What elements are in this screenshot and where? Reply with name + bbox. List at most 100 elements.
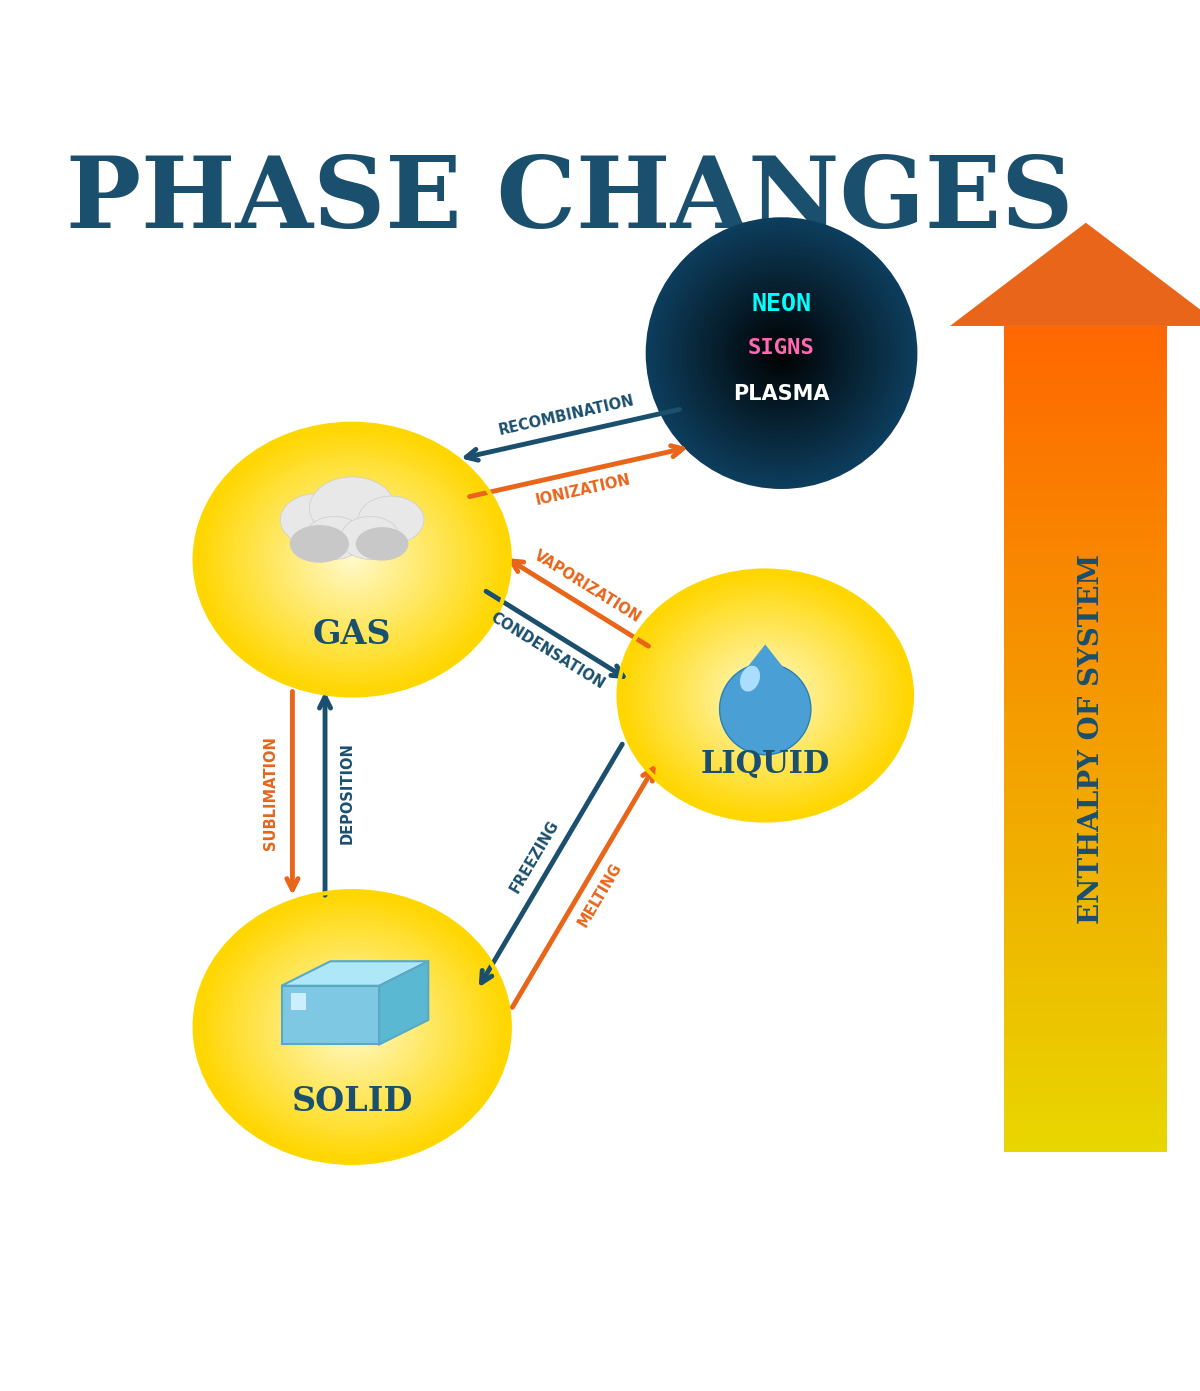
Bar — [1004, 879, 1168, 887]
Ellipse shape — [236, 928, 468, 1127]
Ellipse shape — [278, 964, 426, 1091]
Bar — [1004, 392, 1168, 401]
Bar — [1004, 441, 1168, 449]
Ellipse shape — [331, 541, 373, 577]
Bar — [1004, 351, 1168, 359]
Bar — [1004, 516, 1168, 524]
Ellipse shape — [200, 896, 504, 1159]
Bar — [1004, 426, 1168, 434]
Ellipse shape — [342, 551, 362, 569]
Circle shape — [750, 321, 814, 385]
Text: PLASMA: PLASMA — [733, 384, 829, 405]
Polygon shape — [950, 223, 1200, 325]
Ellipse shape — [289, 972, 415, 1081]
Bar — [1004, 359, 1168, 367]
Ellipse shape — [268, 954, 437, 1099]
Ellipse shape — [750, 683, 780, 708]
Bar — [1004, 1070, 1168, 1078]
Bar — [1004, 822, 1168, 830]
Ellipse shape — [284, 968, 420, 1086]
Ellipse shape — [682, 625, 848, 766]
Ellipse shape — [242, 465, 462, 655]
Bar — [1004, 566, 1168, 573]
Ellipse shape — [320, 1000, 384, 1054]
Bar — [1004, 1053, 1168, 1061]
Ellipse shape — [618, 570, 912, 821]
Bar — [1004, 986, 1168, 995]
Bar — [1004, 376, 1168, 384]
Text: SUBLIMATION: SUBLIMATION — [263, 736, 278, 850]
Ellipse shape — [326, 1004, 378, 1050]
Bar — [1004, 805, 1168, 814]
Text: SIGNS: SIGNS — [748, 338, 815, 357]
Ellipse shape — [242, 932, 462, 1123]
Circle shape — [763, 335, 799, 371]
Ellipse shape — [284, 501, 420, 619]
Text: ENTHALPY OF SYSTEM: ENTHALPY OF SYSTEM — [1078, 554, 1105, 924]
Ellipse shape — [358, 497, 424, 544]
Bar — [1004, 814, 1168, 822]
Ellipse shape — [310, 477, 395, 540]
Ellipse shape — [305, 986, 400, 1068]
Circle shape — [673, 245, 890, 462]
Bar — [1004, 730, 1168, 739]
Ellipse shape — [745, 679, 785, 712]
Bar — [1004, 954, 1168, 963]
Bar — [1004, 963, 1168, 971]
Bar — [1004, 780, 1168, 789]
Text: FREEZING: FREEZING — [508, 818, 562, 896]
Ellipse shape — [347, 1022, 358, 1032]
Circle shape — [700, 271, 863, 434]
Circle shape — [664, 235, 899, 472]
Bar — [1004, 1127, 1168, 1135]
Ellipse shape — [247, 469, 457, 650]
Bar — [1004, 747, 1168, 755]
Polygon shape — [282, 961, 428, 986]
Bar — [1004, 887, 1168, 896]
Ellipse shape — [258, 479, 446, 641]
Bar — [1004, 409, 1168, 417]
Bar — [1004, 839, 1168, 846]
Text: IONIZATION: IONIZATION — [534, 472, 632, 508]
Ellipse shape — [316, 529, 389, 591]
Text: VAPORIZATION: VAPORIZATION — [532, 548, 643, 626]
Bar — [1004, 755, 1168, 764]
Ellipse shape — [629, 579, 902, 812]
Ellipse shape — [310, 990, 395, 1063]
Bar — [1004, 1045, 1168, 1053]
Bar — [1004, 673, 1168, 682]
Circle shape — [668, 239, 895, 466]
Bar — [1004, 640, 1168, 648]
Ellipse shape — [200, 428, 504, 691]
Ellipse shape — [336, 547, 368, 573]
Bar — [1004, 971, 1168, 978]
Bar — [1004, 1011, 1168, 1020]
Bar — [1004, 1095, 1168, 1103]
Bar — [1004, 707, 1168, 714]
Ellipse shape — [300, 515, 404, 605]
Ellipse shape — [342, 1018, 362, 1036]
Ellipse shape — [252, 940, 452, 1113]
Ellipse shape — [702, 641, 829, 750]
Circle shape — [737, 307, 827, 398]
Ellipse shape — [716, 654, 814, 737]
Bar — [1004, 458, 1168, 466]
Ellipse shape — [731, 666, 799, 725]
Ellipse shape — [692, 633, 839, 758]
Ellipse shape — [336, 1014, 368, 1040]
Circle shape — [709, 281, 854, 426]
Bar — [1004, 722, 1168, 730]
Ellipse shape — [712, 650, 820, 741]
Bar — [1004, 665, 1168, 673]
Bar — [1004, 334, 1168, 342]
Bar — [1004, 862, 1168, 871]
Bar — [1004, 499, 1168, 508]
Circle shape — [682, 253, 881, 452]
Bar — [1004, 573, 1168, 581]
Circle shape — [686, 257, 877, 448]
Ellipse shape — [634, 583, 898, 808]
Circle shape — [720, 664, 811, 755]
Circle shape — [745, 317, 817, 389]
Bar — [1004, 632, 1168, 640]
Bar — [1004, 995, 1168, 1003]
